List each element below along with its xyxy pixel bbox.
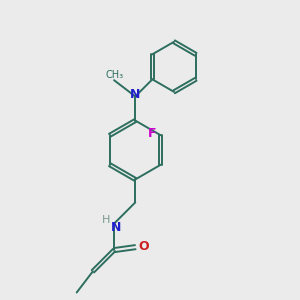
Text: H: H — [102, 215, 110, 225]
Text: O: O — [138, 240, 149, 253]
Text: CH₃: CH₃ — [105, 70, 123, 80]
Text: N: N — [130, 88, 140, 101]
Text: N: N — [111, 220, 122, 234]
Text: F: F — [148, 127, 157, 140]
